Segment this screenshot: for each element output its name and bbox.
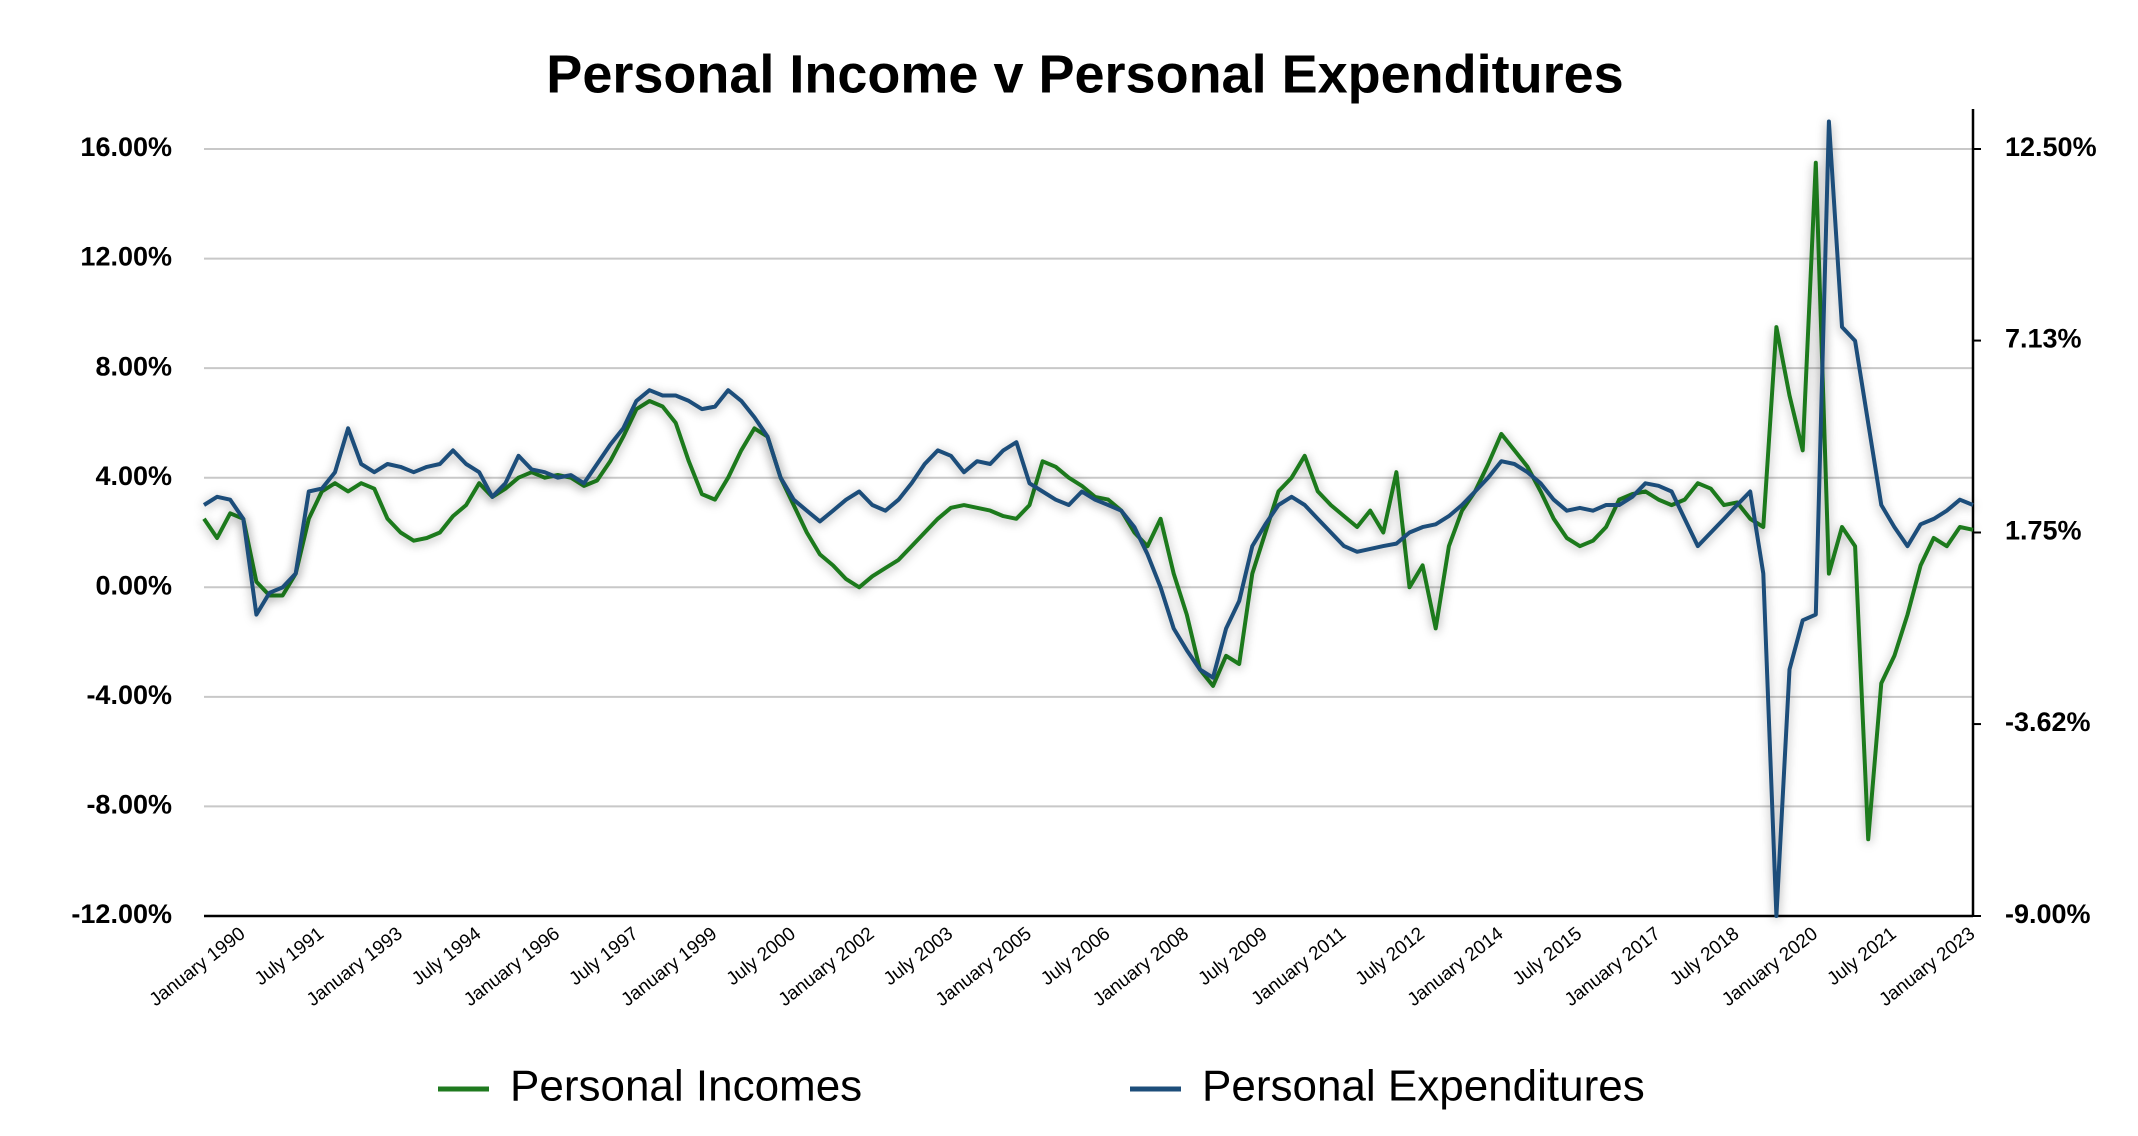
y-tick-label: 16.00% [80, 132, 172, 162]
y2-tick-label: 7.13% [2005, 324, 2082, 354]
x-tick-label: July 2021 [1824, 923, 1901, 990]
x-tick-label: July 2009 [1195, 923, 1272, 990]
x-tick-label: July 1994 [408, 923, 485, 990]
y-tick-label: 12.00% [80, 242, 172, 272]
x-tick-label: July 2018 [1666, 923, 1743, 990]
x-tick-label: January 1990 [146, 923, 250, 1010]
chart-title: Personal Income v Personal Expenditures [546, 44, 1623, 104]
y-tick-label: 8.00% [95, 351, 172, 381]
x-tick-label: July 1997 [566, 923, 643, 990]
series-line [202, 119, 1974, 918]
y2-tick-label: 1.75% [2005, 516, 2082, 546]
x-tick-label: July 2012 [1352, 923, 1429, 990]
y2-tick-label: -9.00% [2005, 899, 2091, 929]
y-tick-label: 4.00% [95, 461, 172, 491]
y2-tick-label: -3.62% [2005, 707, 2091, 737]
y2-tick-label: 12.50% [2005, 132, 2097, 162]
x-tick-label: July 2003 [880, 923, 957, 990]
x-tick-label: July 2015 [1509, 923, 1586, 990]
y-tick-label: -4.00% [86, 680, 172, 710]
y-tick-label: -12.00% [71, 899, 172, 929]
y-tick-label: -8.00% [86, 790, 172, 820]
y-tick-label: 0.00% [95, 570, 172, 600]
series-line [202, 160, 1974, 842]
legend-label: Personal Incomes [510, 1062, 862, 1111]
legend-label: Personal Expenditures [1202, 1062, 1645, 1111]
x-tick-label: July 1991 [251, 923, 328, 990]
x-tick-label: July 2000 [723, 923, 800, 990]
x-tick-label: July 2006 [1037, 923, 1114, 990]
